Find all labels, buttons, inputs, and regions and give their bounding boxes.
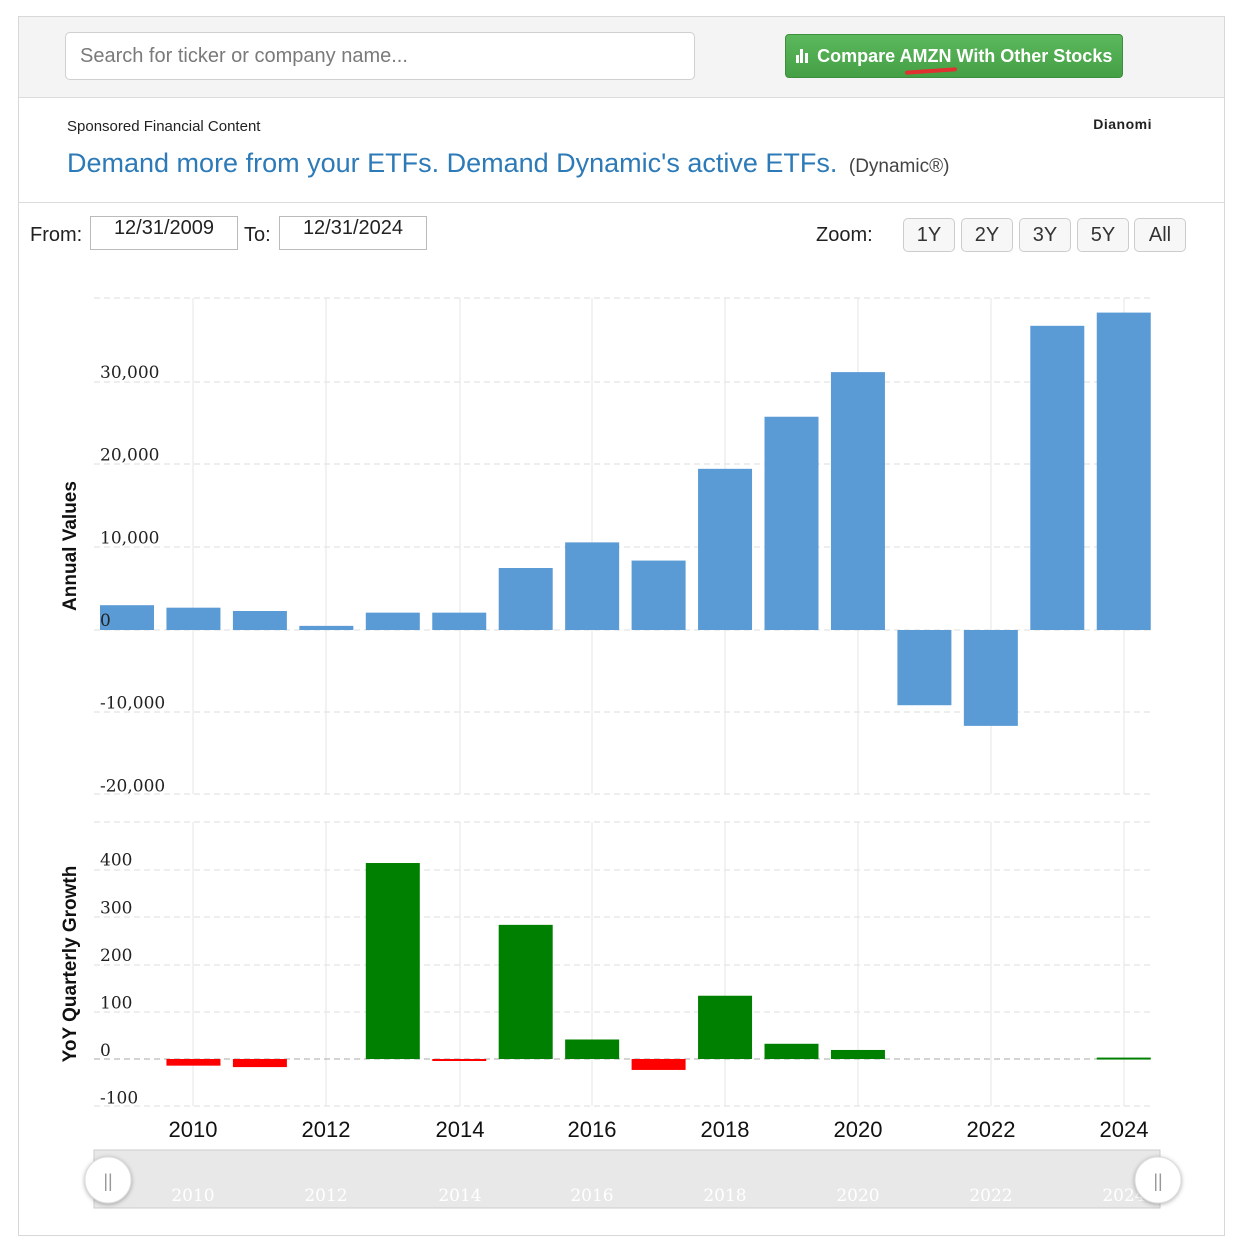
navigator-left-handle[interactable] [84, 1156, 132, 1204]
navigator-label: 2020 [836, 1186, 879, 1206]
x-tick-label: 2012 [302, 1117, 351, 1142]
y-axis-title: YoY Quarterly Growth [60, 866, 81, 1063]
bar-annual-values [565, 542, 620, 630]
bar-growth-positive [365, 863, 420, 1059]
zoom-label: Zoom: [816, 224, 873, 246]
bar-growth-negative [232, 1059, 287, 1068]
navigator-right-handle[interactable] [1134, 1156, 1182, 1204]
sponsored-headline-link[interactable]: Demand more from your ETFs. Demand Dynam… [67, 148, 949, 179]
bar-growth-positive [830, 1049, 885, 1059]
compare-button-label: Compare AMZN With Other Stocks [817, 45, 1113, 66]
drag-handle-icon: || [1153, 1171, 1162, 1191]
to-date-input[interactable]: 12/31/2024 [279, 216, 427, 250]
bar-growth-positive [565, 1039, 620, 1059]
from-date-input[interactable]: 12/31/2009 [90, 216, 238, 250]
navigator-label: 2012 [304, 1186, 347, 1206]
zoom-1y-button[interactable]: 1Y [903, 218, 955, 252]
search-bar-area: Compare AMZN With Other Stocks [19, 17, 1224, 98]
sponsored-headline: Demand more from your ETFs. Demand Dynam… [67, 148, 838, 178]
x-tick-label: 2024 [1100, 1117, 1149, 1142]
navigator-label: 2018 [703, 1186, 746, 1206]
bar-growth-positive [498, 924, 553, 1059]
y-tick-label: 300 [100, 898, 132, 918]
bar-growth-positive [1096, 1057, 1151, 1060]
bar-growth-positive [764, 1043, 819, 1059]
bar-annual-values [830, 372, 885, 630]
bar-annual-values [764, 416, 819, 630]
bar-annual-values [698, 468, 753, 630]
bar-growth-positive [698, 995, 753, 1059]
navigator-label: 2022 [969, 1186, 1012, 1206]
zoom-all-button[interactable]: All [1134, 218, 1186, 252]
bar-annual-values [432, 612, 487, 630]
sponsored-label: Sponsored Financial Content [67, 118, 261, 135]
drag-handle-icon: || [103, 1171, 112, 1191]
navigator-label: 2024 [1102, 1186, 1145, 1206]
bar-annual-values [166, 607, 221, 630]
y-tick-label: 0 [100, 1041, 111, 1061]
bar-annual-values [100, 605, 154, 630]
x-tick-label: 2022 [967, 1117, 1016, 1142]
y-tick-label: 400 [100, 851, 132, 871]
bar-growth-negative [432, 1059, 487, 1061]
y-tick-label: 20,000 [100, 446, 159, 466]
x-tick-label: 2016 [568, 1117, 617, 1142]
zoom-5y-button[interactable]: 5Y [1077, 218, 1129, 252]
y-axis-title: Annual Values [60, 481, 81, 611]
bar-annual-values [631, 560, 686, 630]
y-tick-label: -10,000 [100, 694, 165, 714]
bar-growth-negative [631, 1059, 686, 1070]
bar-chart-icon [795, 49, 810, 63]
bar-annual-values [232, 610, 287, 630]
y-tick-label: -20,000 [100, 776, 165, 796]
bar-annual-values [299, 625, 354, 630]
navigator-track [93, 1149, 1161, 1209]
navigator-label: 2016 [570, 1186, 613, 1206]
bar-annual-values [963, 630, 1018, 726]
zoom-3y-button[interactable]: 3Y [1019, 218, 1071, 252]
bar-annual-values [897, 630, 952, 706]
zoom-2y-button[interactable]: 2Y [961, 218, 1013, 252]
to-label: To: [244, 224, 271, 246]
bar-growth-negative [166, 1059, 221, 1066]
y-tick-label: 0 [100, 611, 111, 631]
x-tick-label: 2018 [701, 1117, 750, 1142]
x-tick-label: 2010 [169, 1117, 218, 1142]
navigator-label: 2010 [171, 1186, 214, 1206]
dianomi-logo: Dianomi [1093, 116, 1152, 132]
y-tick-label: -100 [100, 1089, 138, 1109]
bar-annual-values [365, 612, 420, 630]
y-tick-label: 200 [100, 946, 132, 966]
sponsored-content: Sponsored Financial Content Dianomi Dema… [19, 98, 1224, 203]
x-tick-label: 2014 [436, 1117, 485, 1142]
y-tick-label: 30,000 [100, 363, 159, 383]
bar-annual-values [1096, 312, 1151, 630]
search-input[interactable] [65, 32, 695, 80]
x-tick-label: 2020 [834, 1117, 883, 1142]
y-tick-label: 100 [100, 993, 132, 1013]
sponsored-source: (Dynamic®) [848, 156, 950, 177]
from-label: From: [30, 224, 83, 246]
bar-annual-values [1030, 325, 1085, 630]
navigator-label: 2014 [438, 1186, 481, 1206]
y-tick-label: 10,000 [100, 528, 159, 548]
bar-annual-values [498, 568, 553, 630]
